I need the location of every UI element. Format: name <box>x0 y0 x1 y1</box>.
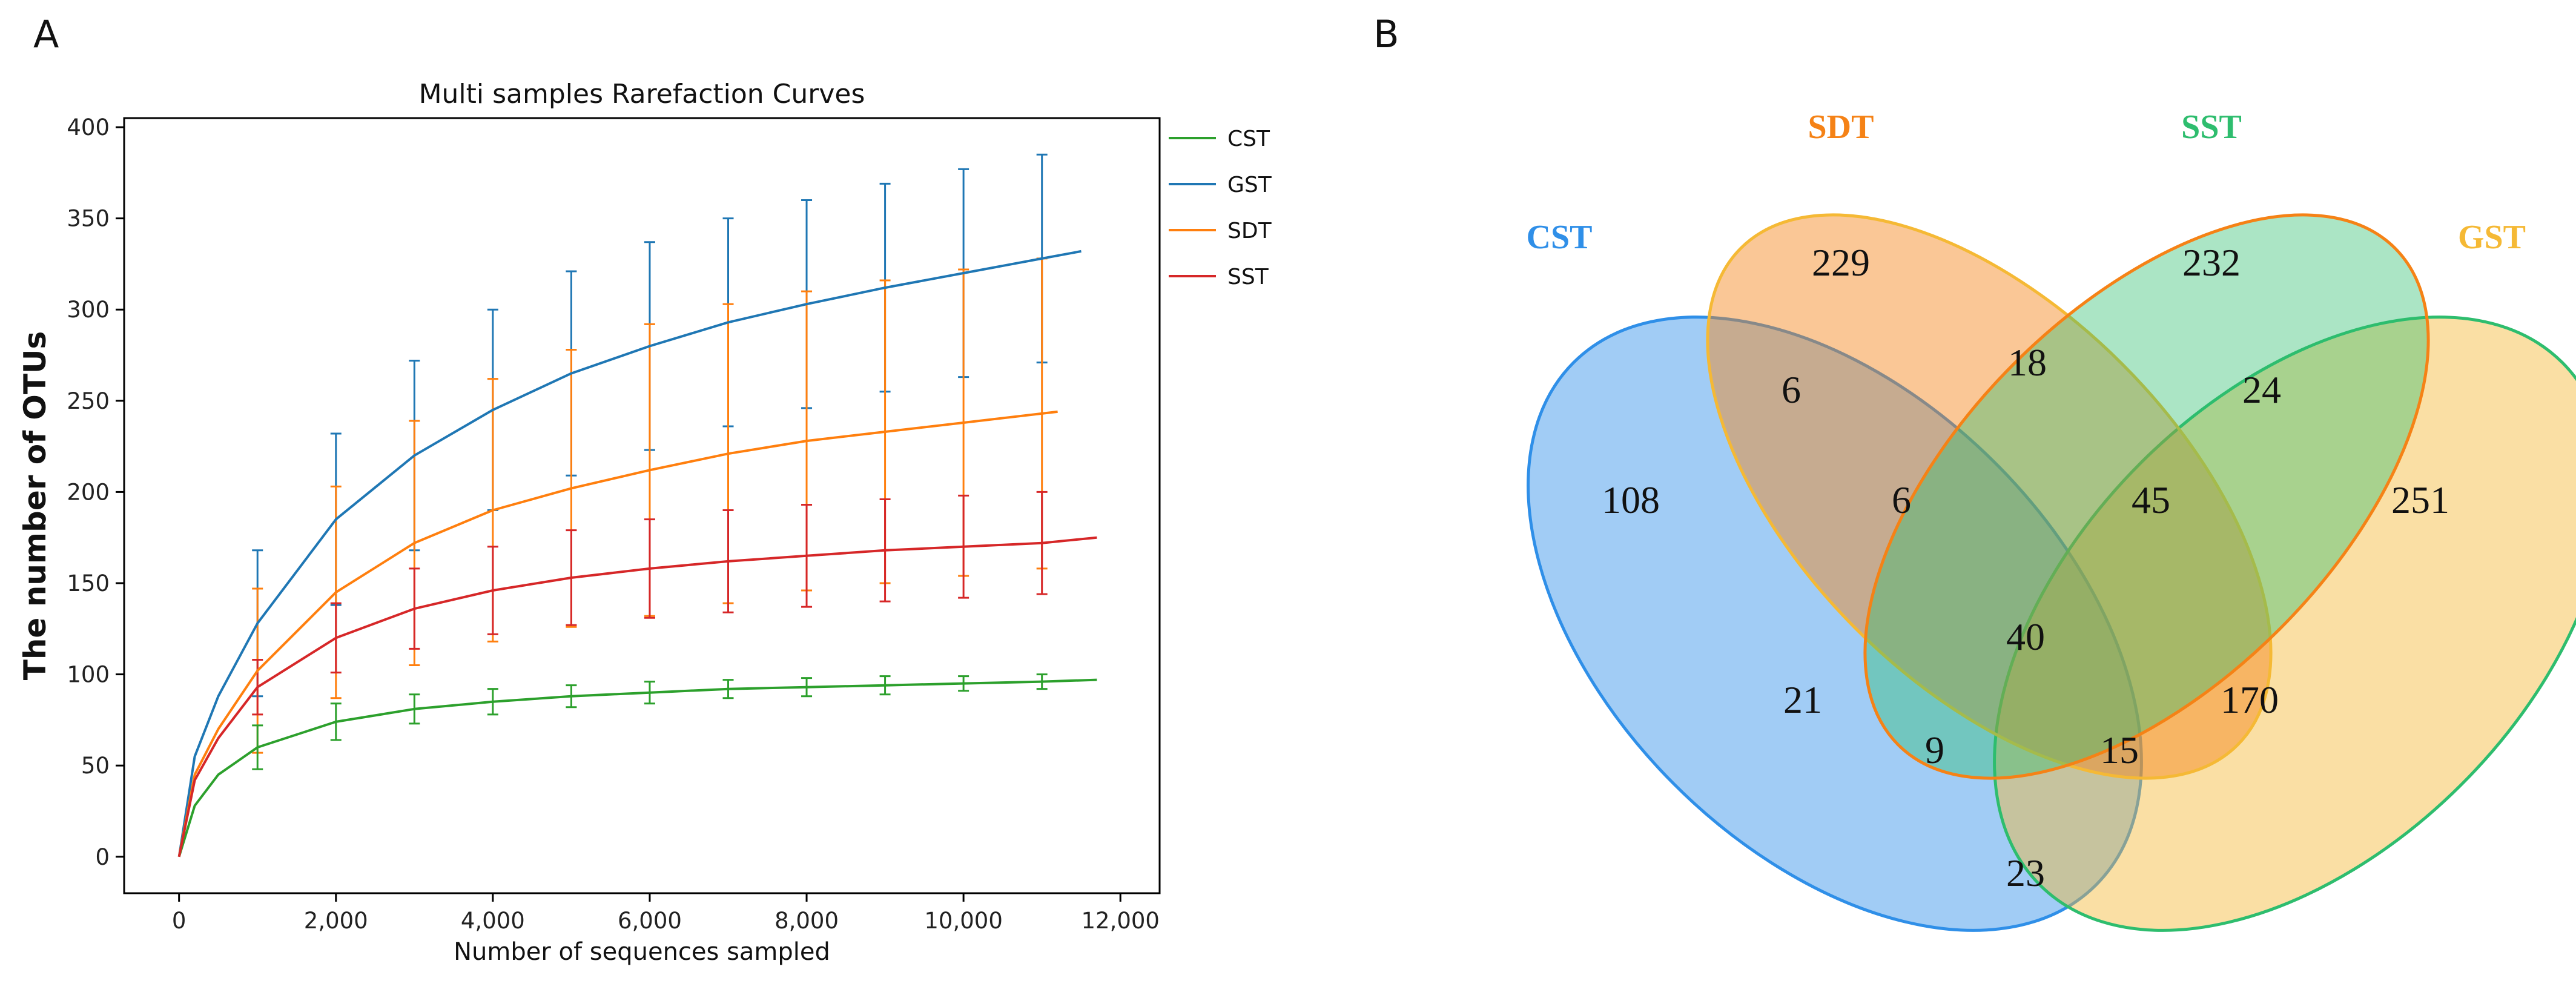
x-tick-label: 8,000 <box>774 908 839 934</box>
error-bars <box>252 153 1048 770</box>
plot-frame <box>123 117 1161 894</box>
venn-count-sst-only: 232 <box>2182 241 2241 284</box>
legend: CST GST SDT SST <box>1169 127 1272 289</box>
chart-title: Multi samples Rarefaction Curves <box>419 79 865 110</box>
venn-count-cst-sdt-gst: 15 <box>2100 728 2139 771</box>
y-axis-label: The number of OTUs <box>18 331 53 681</box>
venn-count-cst-gst: 23 <box>2006 851 2045 894</box>
legend-label-sst: SST <box>1227 265 1269 289</box>
y-tick-label: 50 <box>81 753 110 779</box>
venn-ellipse-sst <box>1863 213 2430 780</box>
venn-count-sdt-sst-gst: 45 <box>2132 478 2170 521</box>
x-tick-label: 4,000 <box>461 908 525 934</box>
venn-title-cst: CST <box>1527 219 1593 256</box>
y-tick-label: 250 <box>67 388 110 414</box>
y-tick-label: 150 <box>67 570 110 596</box>
venn-title-sdt: SDT <box>1808 108 1874 146</box>
venn-count-cst-only: 108 <box>1602 478 1660 521</box>
venn-diagram: CST SDT SST GST 108 229 232 251 6 18 24 … <box>1527 108 2576 932</box>
y-tick-label: 200 <box>67 479 110 505</box>
venn-count-cst-sst: 21 <box>1783 678 1822 721</box>
x-tick-label: 0 <box>172 908 187 934</box>
x-tick-label: 2,000 <box>304 908 368 934</box>
series-lines <box>177 249 1097 857</box>
venn-count-cst-sdt: 6 <box>1782 368 1801 411</box>
series-line-sst <box>177 536 1097 857</box>
y-tick-label: 0 <box>95 844 110 870</box>
panel-a-label: A <box>33 12 59 56</box>
legend-label-sdt: SDT <box>1227 219 1272 243</box>
y-tick-label: 300 <box>67 297 110 323</box>
y-axis: 0 50 100 150 200 250 300 350 400 <box>67 114 124 870</box>
x-tick-label: 10,000 <box>924 908 1002 934</box>
rarefaction-chart: Multi samples Rarefaction Curves 0 50 100 1… <box>18 79 1272 966</box>
venn-count-sdt-gst: 170 <box>2221 678 2279 721</box>
venn-count-cst-sst-gst: 9 <box>1925 728 1944 771</box>
venn-count-gst-only: 251 <box>2391 478 2449 521</box>
y-tick-label: 100 <box>67 662 110 688</box>
venn-count-all: 40 <box>2006 615 2045 658</box>
venn-title-sst: SST <box>2181 108 2242 146</box>
venn-count-cst-sdt-sst: 6 <box>1892 478 1911 521</box>
venn-ellipse-sdt <box>1706 213 2273 780</box>
venn-count-sst-gst: 24 <box>2242 368 2281 411</box>
series-line-gst <box>177 249 1082 857</box>
venn-count-sdt-sst: 18 <box>2008 341 2047 384</box>
x-axis: 0 2,000 4,000 6,000 8,000 10,000 12,000 <box>172 893 1160 934</box>
y-tick-label: 350 <box>67 206 110 232</box>
venn-title-gst: GST <box>2458 219 2526 256</box>
y-tick-label: 400 <box>67 114 110 140</box>
x-axis-label: Number of sequences sampled <box>454 938 830 966</box>
series-line-sdt <box>177 410 1058 857</box>
x-tick-label: 12,000 <box>1081 908 1159 934</box>
x-tick-label: 6,000 <box>618 908 682 934</box>
panel-b-label: B <box>1373 12 1399 56</box>
legend-label-cst: CST <box>1227 127 1270 151</box>
series-line-cst <box>177 678 1097 857</box>
legend-label-gst: GST <box>1227 173 1272 197</box>
venn-count-sdt-only: 229 <box>1812 241 1870 284</box>
